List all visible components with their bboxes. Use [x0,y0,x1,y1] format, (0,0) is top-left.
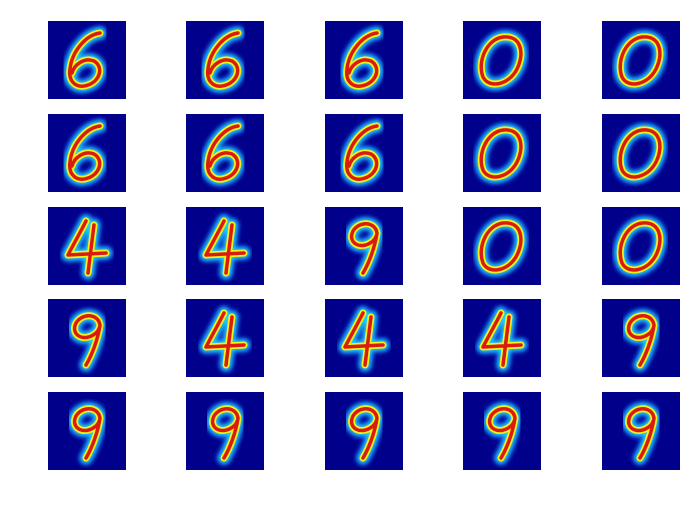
digit-tile [463,207,541,285]
digit-image [48,299,126,377]
digit-image [325,207,403,285]
digit-tile [48,207,126,285]
digit-image [186,207,264,285]
digit-image [602,21,680,99]
digit-image [325,21,403,99]
digit-image [186,114,264,192]
digit-tile [325,207,403,285]
digit-image [463,21,541,99]
digit-image [602,392,680,470]
digit-tile [463,392,541,470]
digit-tile [325,21,403,99]
digit-image [325,114,403,192]
digit-tile [602,21,680,99]
digit-tile [48,392,126,470]
digit-image [186,299,264,377]
digit-tile [602,207,680,285]
digit-tile [325,114,403,192]
digit-tile [48,299,126,377]
digit-tile [186,299,264,377]
digit-tile [186,392,264,470]
digit-tile [186,114,264,192]
digit-image [186,392,264,470]
digit-image [602,207,680,285]
digit-image [186,21,264,99]
digit-tile [463,299,541,377]
digit-image [602,114,680,192]
digit-tile [186,21,264,99]
digit-image [48,207,126,285]
digit-image [48,21,126,99]
digit-image [325,299,403,377]
digit-tile [602,299,680,377]
digit-tile [325,299,403,377]
digit-image [463,299,541,377]
digit-tile [325,392,403,470]
digit-tile [602,392,680,470]
digit-tile [48,21,126,99]
digit-tile [463,114,541,192]
digit-image [602,299,680,377]
digit-tile [186,207,264,285]
digit-tile [48,114,126,192]
digit-image [325,392,403,470]
digit-tile [463,21,541,99]
digit-image [48,392,126,470]
digit-image [463,114,541,192]
digit-tile [602,114,680,192]
digit-image [48,114,126,192]
digit-image [463,392,541,470]
digit-image [463,207,541,285]
